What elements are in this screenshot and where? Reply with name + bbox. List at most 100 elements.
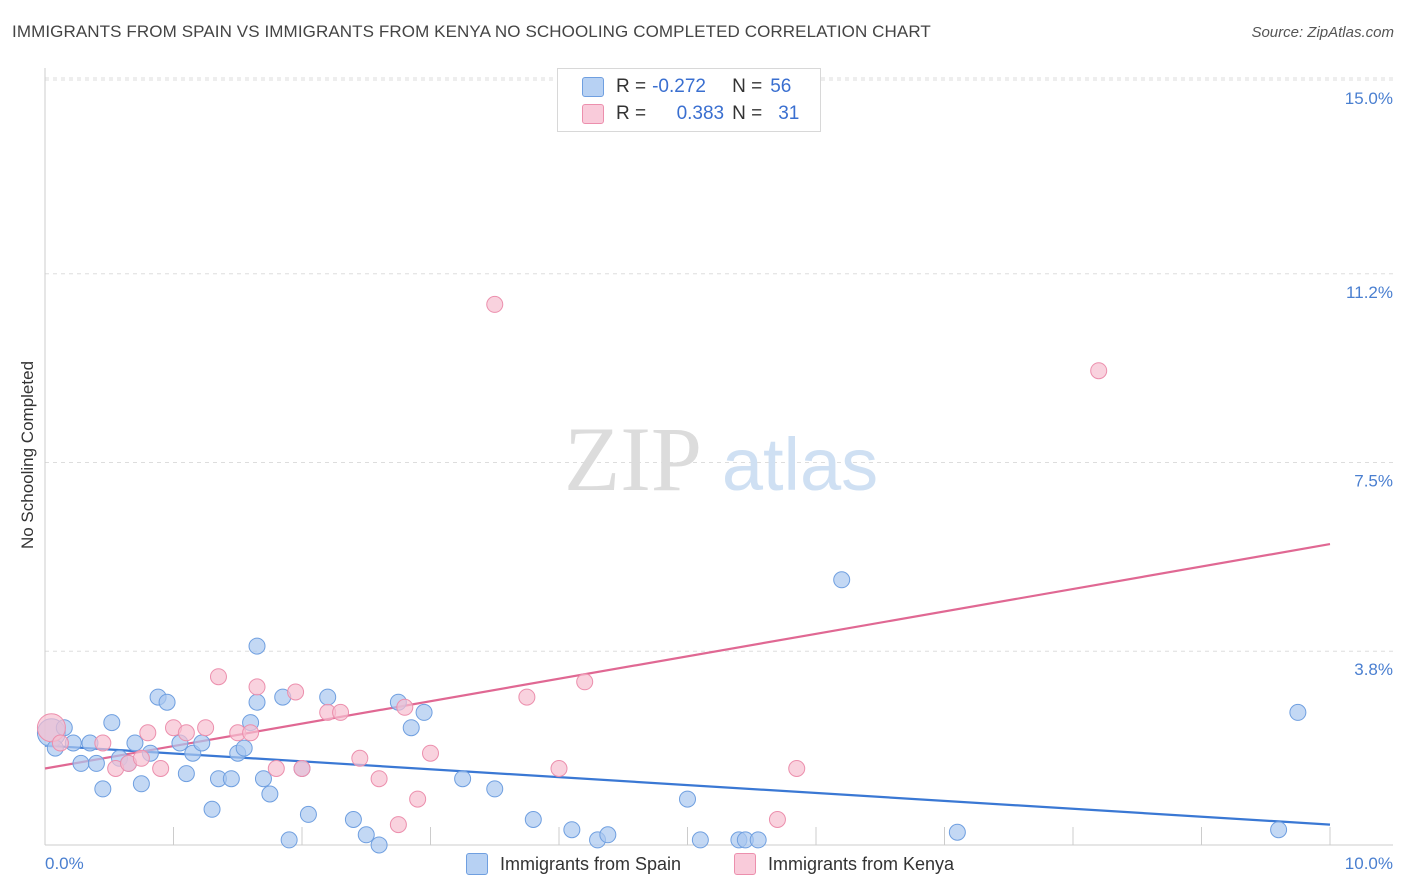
legend: R = -0.272 N = 56 R = 0.383 N = 31 (557, 68, 821, 132)
bottom-legend-kenya: Immigrants from Kenya (734, 852, 954, 876)
point-spain (248, 693, 266, 711)
bottom-legend-spain: Immigrants from Spain (466, 852, 681, 876)
point-kenya (51, 734, 69, 752)
point-spain (415, 703, 433, 721)
x-tick-labels: 0.0% 10.0% (45, 854, 1393, 873)
x-tick-max: 10.0% (1345, 854, 1393, 873)
trend-lines (44, 543, 1331, 826)
point-spain (1289, 703, 1307, 721)
point-spain (402, 719, 420, 737)
point-spain (344, 811, 362, 828)
bottom-legend-swatch-kenya (734, 853, 756, 875)
legend-n-value-spain: 56 (770, 76, 792, 97)
legend-r-label: R = (616, 76, 647, 97)
x-tick-min: 0.0% (45, 854, 84, 873)
point-kenya (248, 678, 266, 696)
grid-lines (45, 77, 1393, 652)
point-kenya (293, 760, 311, 777)
legend-swatch-kenya (582, 104, 604, 124)
source-label: Source: ZipAtlas.com (1251, 24, 1394, 41)
point-spain (94, 780, 112, 798)
point-spain (132, 775, 150, 793)
watermark: ZIP atlas (564, 408, 878, 510)
y-tick-label: 3.8% (1354, 660, 1393, 679)
point-spain (248, 637, 266, 655)
point-kenya (139, 724, 157, 742)
point-spain (749, 831, 767, 849)
legend-n-label: N = (732, 76, 763, 97)
point-spain (833, 571, 851, 589)
y-tick-label: 11.2% (1346, 283, 1393, 302)
legend-r-value-spain: -0.272 (652, 76, 706, 97)
point-spain (319, 688, 337, 706)
legend-row-spain: R = -0.272 N = 56 (582, 75, 791, 99)
point-spain (370, 836, 388, 854)
point-kenya (550, 760, 568, 777)
point-kenya (332, 703, 350, 721)
point-kenya (209, 668, 227, 686)
point-kenya (370, 770, 388, 788)
point-spain (599, 826, 617, 844)
point-spain (679, 790, 696, 808)
point-spain (691, 831, 709, 849)
legend-swatch-spain (582, 77, 604, 97)
point-kenya (422, 744, 439, 762)
point-kenya (94, 734, 112, 752)
y-tick-label: 7.5% (1354, 472, 1393, 491)
legend-n-label: N = (732, 103, 763, 124)
point-kenya (788, 760, 806, 777)
point-kenya (351, 749, 369, 767)
point-kenya (287, 683, 305, 701)
point-spain (524, 811, 542, 828)
point-spain (158, 693, 176, 711)
point-spain (222, 770, 240, 788)
point-kenya (1090, 362, 1108, 380)
trend-line-kenya (44, 543, 1331, 770)
point-kenya (409, 790, 427, 808)
point-spain (177, 765, 195, 783)
point-spain (103, 714, 121, 732)
point-spain (126, 734, 144, 752)
bottom-legend-label-kenya: Immigrants from Kenya (768, 853, 955, 874)
chart-title: IMMIGRANTS FROM SPAIN VS IMMIGRANTS FROM… (12, 22, 931, 41)
watermark-atlas: atlas (722, 423, 878, 506)
point-kenya (486, 295, 504, 313)
trend-line-spain (44, 744, 1331, 826)
point-kenya (518, 688, 536, 706)
legend-n-value-kenya: 31 (778, 103, 800, 124)
point-spain (563, 821, 581, 839)
point-kenya (132, 749, 150, 767)
point-spain (299, 805, 317, 823)
point-spain (1270, 821, 1288, 839)
point-spain (280, 831, 298, 849)
data-points (36, 295, 1307, 854)
point-spain (193, 734, 211, 752)
point-spain (454, 770, 472, 788)
point-kenya (36, 713, 66, 743)
point-spain (72, 754, 90, 772)
y-tick-labels: 3.8% 7.5% 11.2% 15.0% (1345, 89, 1393, 679)
point-spain (357, 826, 375, 844)
point-kenya (389, 816, 407, 834)
point-spain (261, 785, 279, 803)
point-kenya (396, 698, 414, 716)
watermark-zip: ZIP (564, 408, 702, 510)
point-spain (203, 800, 221, 818)
point-kenya (197, 719, 215, 737)
legend-row-kenya: R = 0.383 N = 31 (582, 102, 799, 126)
point-kenya (267, 760, 285, 777)
legend-r-value-kenya: 0.383 (676, 103, 725, 124)
point-kenya (242, 724, 260, 742)
point-spain (948, 823, 966, 841)
y-tick-label: 15.0% (1345, 89, 1393, 108)
bottom-legend-label-spain: Immigrants from Spain (500, 853, 682, 874)
point-kenya (152, 760, 170, 777)
point-spain (235, 739, 253, 757)
point-kenya (576, 673, 594, 691)
point-kenya (177, 724, 195, 742)
point-spain (87, 754, 105, 772)
bottom-legend-swatch-spain (466, 853, 488, 875)
point-spain (254, 770, 272, 788)
point-kenya (768, 811, 786, 828)
